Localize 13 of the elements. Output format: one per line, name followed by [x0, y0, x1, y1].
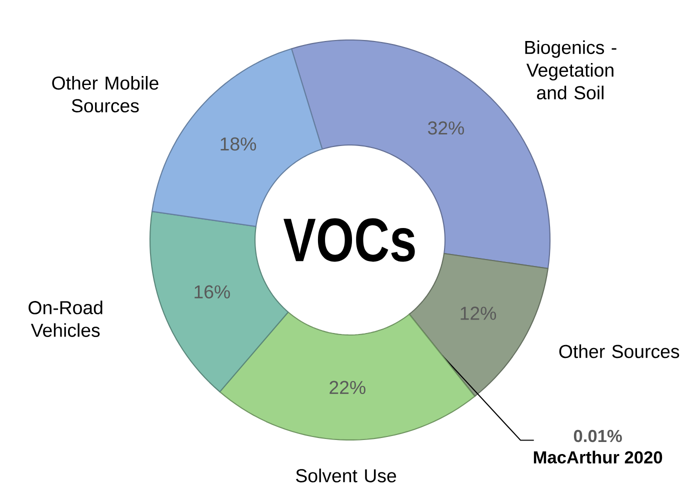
data-label: 22% — [330, 380, 366, 394]
data-label: 0.01% — [574, 430, 622, 442]
data-label: 12% — [460, 306, 496, 320]
slice-label: On-Road Vehicles — [28, 300, 102, 337]
slice-label: Solvent Use — [296, 468, 396, 482]
slice-label: Biogenics - Vegetation and Soil — [525, 40, 616, 100]
data-label: 18% — [220, 137, 256, 151]
data-label: 16% — [194, 285, 230, 298]
slice-label: Other Mobile Sources — [52, 76, 158, 112]
data-label: 32% — [428, 121, 464, 135]
text: VOCs — [284, 218, 415, 262]
slice-label: Other Sources — [559, 344, 680, 358]
slice-label: MacArthur 2020 — [534, 450, 662, 464]
